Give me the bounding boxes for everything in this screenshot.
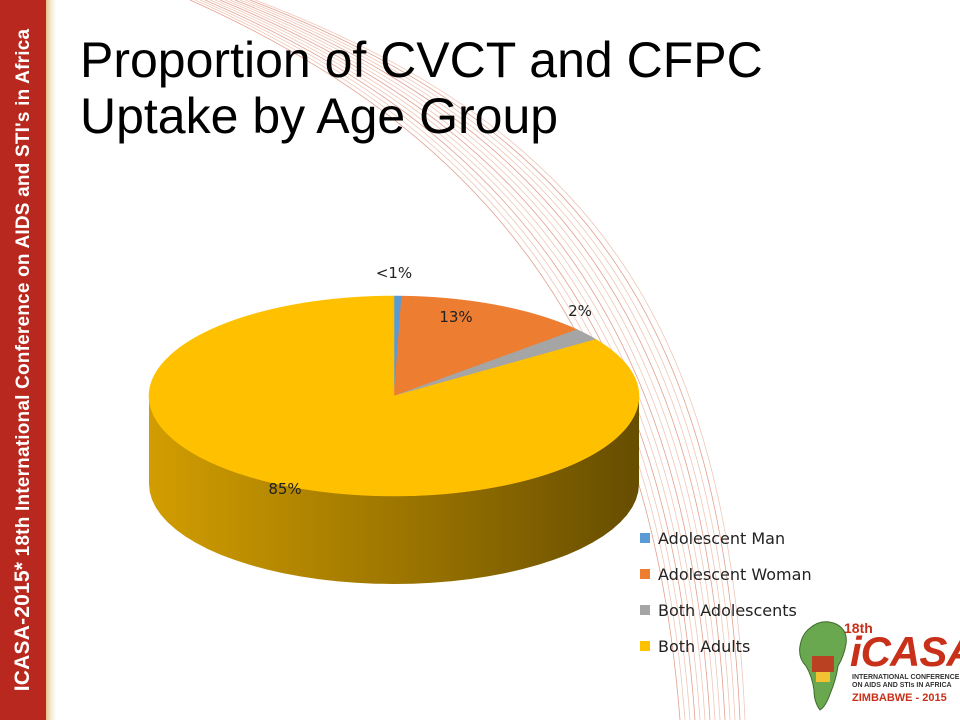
- legend-item: Adolescent Woman: [640, 556, 812, 592]
- africa-map-icon: [799, 621, 847, 711]
- legend-label: Both Adults: [658, 636, 751, 656]
- slide-title: Proportion of CVCT and CFPC Uptake by Ag…: [80, 32, 900, 144]
- legend-swatch: [640, 641, 650, 651]
- logo-subtitle: INTERNATIONAL CONFERENCE ON AIDS AND STI…: [852, 674, 960, 689]
- pie-slice: [148, 295, 640, 497]
- legend-item: Adolescent Man: [640, 520, 812, 556]
- chart-legend: Adolescent Man Adolescent Woman Both Ado…: [640, 520, 812, 664]
- data-label: 85%: [268, 480, 301, 498]
- logo-name: iCASA: [850, 628, 960, 675]
- icasa-logo: 18th iCASA INTERNATIONAL CONFERENCE ON A…: [792, 610, 960, 720]
- logo-number: 18th: [844, 620, 873, 636]
- sidebar-banner: ICASA-2015* 18th International Conferenc…: [0, 0, 46, 720]
- legend-label: Adolescent Woman: [658, 564, 812, 584]
- slide-title-line-1: Proportion of CVCT and CFPC: [80, 32, 763, 88]
- pie-slice: [393, 295, 578, 397]
- pie-slice-side: [149, 396, 639, 584]
- legend-swatch: [640, 605, 650, 615]
- legend-label: Both Adolescents: [658, 600, 797, 620]
- logo-country: ZIMBABWE - 2015: [852, 692, 947, 704]
- legend-swatch: [640, 533, 650, 543]
- legend-swatch: [640, 569, 650, 579]
- pie-slice: [393, 329, 597, 397]
- data-label: 2%: [568, 302, 592, 320]
- slide-title-line-2: Uptake by Age Group: [80, 88, 559, 144]
- legend-item: Both Adults: [640, 628, 812, 664]
- legend-item: Both Adolescents: [640, 592, 812, 628]
- sidebar-stripe: [46, 0, 56, 720]
- data-label: 13%: [439, 308, 472, 326]
- legend-label: Adolescent Man: [658, 528, 786, 548]
- data-label: <1%: [376, 264, 412, 282]
